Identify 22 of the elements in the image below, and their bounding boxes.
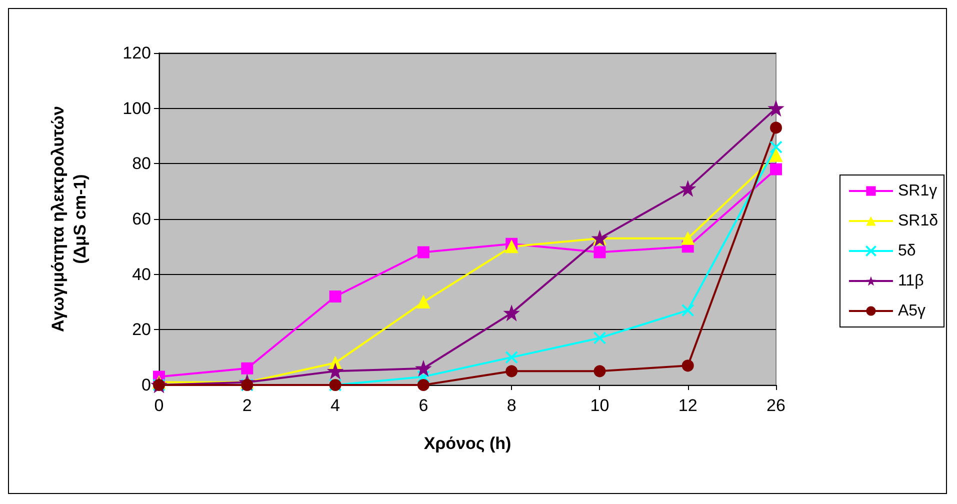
y-tick-label: 20 xyxy=(132,320,151,340)
legend-label: SR1δ xyxy=(898,212,938,230)
y-tick-label: 60 xyxy=(132,210,151,228)
y-tick-label: 40 xyxy=(132,264,151,284)
x-tick-label: 10 xyxy=(590,396,610,415)
x-axis-title: Χρόνος (h) xyxy=(424,434,512,453)
x-tick-label: 4 xyxy=(330,396,340,415)
x-tick-label: 0 xyxy=(154,396,164,415)
legend-label: 11β xyxy=(898,272,924,290)
y-tick-label: 100 xyxy=(122,98,151,118)
x-tick-label: 26 xyxy=(766,396,786,415)
x-tick-label: 8 xyxy=(506,396,516,415)
y-tick-label: 0 xyxy=(142,376,151,394)
legend-label: A5γ xyxy=(898,302,926,320)
x-tick-label: 6 xyxy=(418,396,428,415)
x-tick-label: 2 xyxy=(242,396,252,415)
y-tick-label: 80 xyxy=(132,154,151,174)
y-axis-title: Αγωγιμότητα ηλεκτρολυτών (ΔμS cm-1) xyxy=(48,106,90,332)
legend-label: 5δ xyxy=(898,242,916,260)
legend-label: SR1γ xyxy=(898,182,938,200)
y-tick-label: 120 xyxy=(122,44,151,62)
x-tick-label: 12 xyxy=(678,396,698,415)
